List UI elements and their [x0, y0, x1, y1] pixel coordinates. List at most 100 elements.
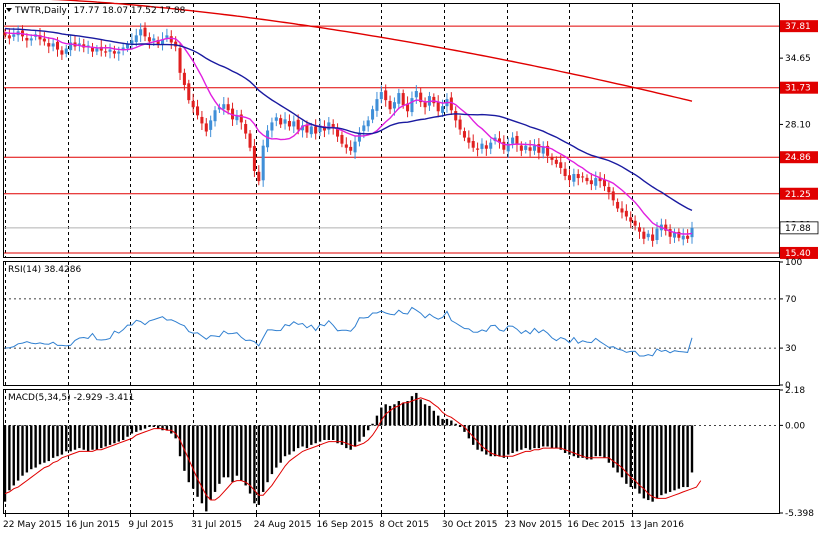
macd-bar — [296, 425, 300, 449]
price-level-label: 15.40 — [785, 249, 811, 259]
candle-body — [371, 109, 375, 120]
candle-body — [397, 93, 401, 104]
candle-body — [64, 48, 68, 54]
candle-body — [143, 27, 147, 37]
price-y-tick-label: 34.65 — [785, 54, 811, 64]
candle-body — [537, 144, 541, 153]
macd-bar — [489, 425, 492, 457]
macd-bar — [310, 425, 313, 445]
macd-bar — [568, 425, 571, 455]
macd-bar — [196, 425, 199, 497]
macd-bar — [222, 425, 225, 478]
x-tick-label: 13 Jan 2016 — [630, 520, 684, 530]
candle-body — [366, 120, 370, 127]
macd-bar — [235, 425, 239, 476]
macd-bar — [366, 425, 370, 431]
macd-bar — [375, 415, 379, 426]
macd-bar — [419, 399, 422, 426]
macd-bar — [686, 425, 689, 488]
macd-bar — [56, 425, 59, 457]
candle-body — [349, 146, 353, 151]
macd-bar — [690, 425, 694, 473]
macd-bar — [616, 425, 619, 473]
macd-bar — [148, 425, 151, 428]
x-tick-label: 31 Jul 2015 — [191, 520, 242, 530]
macd-bar — [25, 425, 29, 473]
macd-bar — [231, 425, 234, 483]
macd-bar — [209, 425, 212, 501]
macd-bar — [380, 407, 383, 426]
macd-bar — [638, 425, 641, 494]
macd-bar — [156, 425, 160, 429]
macd-bar — [559, 425, 562, 450]
macd-bar — [104, 425, 107, 447]
macd-bar — [183, 425, 186, 471]
macd-bar — [218, 425, 221, 484]
macd-bar — [213, 425, 217, 492]
macd-bar — [288, 425, 291, 455]
candle-body — [484, 145, 488, 149]
macd-bar — [594, 425, 597, 457]
macd-bar — [314, 425, 317, 444]
rsi-y-tick-label: 0 — [785, 381, 791, 391]
candle-body — [38, 35, 42, 40]
macd-bar — [301, 425, 304, 447]
candle-body — [244, 124, 248, 134]
candle-body — [528, 147, 532, 151]
macd-bar — [82, 425, 85, 450]
candle-body — [204, 123, 208, 132]
macd-bar — [226, 425, 230, 478]
candle-body — [239, 114, 243, 123]
candle-body — [270, 122, 274, 131]
macd-bar — [139, 425, 142, 431]
candle-body — [419, 92, 423, 103]
macd-bar — [563, 425, 567, 453]
macd-bar — [318, 425, 322, 442]
macd-bar — [476, 425, 479, 450]
candle-body — [436, 102, 440, 112]
candle-body — [213, 110, 217, 122]
x-tick-label: 30 Oct 2015 — [442, 520, 498, 530]
macd-bar — [126, 425, 129, 437]
macd-bar — [550, 425, 554, 449]
candle-body — [7, 35, 11, 39]
dropdown-triangle-icon[interactable] — [6, 8, 12, 12]
x-tick-label: 8 Oct 2015 — [379, 520, 429, 530]
macd-bar — [165, 425, 169, 431]
horizontal-levels — [4, 25, 779, 254]
macd-bar — [240, 425, 243, 481]
candle-body — [126, 44, 130, 49]
candle-body — [524, 145, 528, 150]
macd-bar — [108, 425, 112, 445]
candle-body — [139, 29, 143, 36]
macd-bar — [454, 423, 457, 426]
macd-bar — [572, 425, 576, 457]
candle-body — [620, 208, 624, 213]
candle-body — [226, 104, 230, 111]
macd-bar — [91, 425, 94, 450]
candle-body — [629, 217, 633, 222]
candle-body — [222, 104, 226, 109]
price-panel — [3, 3, 780, 258]
candle-body — [261, 145, 265, 181]
macd-bar — [633, 425, 637, 489]
vertical-gridlines — [5, 4, 633, 513]
macd-bar — [135, 425, 138, 432]
macd-bar — [16, 425, 20, 481]
macd-bar — [113, 425, 116, 444]
price-y-tick-label: 28.10 — [785, 120, 811, 130]
candle-body — [336, 127, 340, 137]
candle-body — [169, 36, 173, 43]
macd-series — [3, 392, 779, 512]
macd-bar — [502, 425, 506, 458]
macd-bar — [472, 425, 475, 445]
x-tick-label: 23 Nov 2015 — [505, 520, 563, 530]
rsi-header: RSI(14) 38.4286 — [8, 265, 81, 275]
macd-bar — [292, 425, 295, 452]
macd-bar — [358, 425, 361, 442]
candle-body — [344, 144, 348, 148]
macd-bar — [393, 404, 396, 426]
macd-bar — [581, 425, 584, 458]
candle-body — [594, 178, 598, 186]
candle-body — [196, 106, 200, 116]
